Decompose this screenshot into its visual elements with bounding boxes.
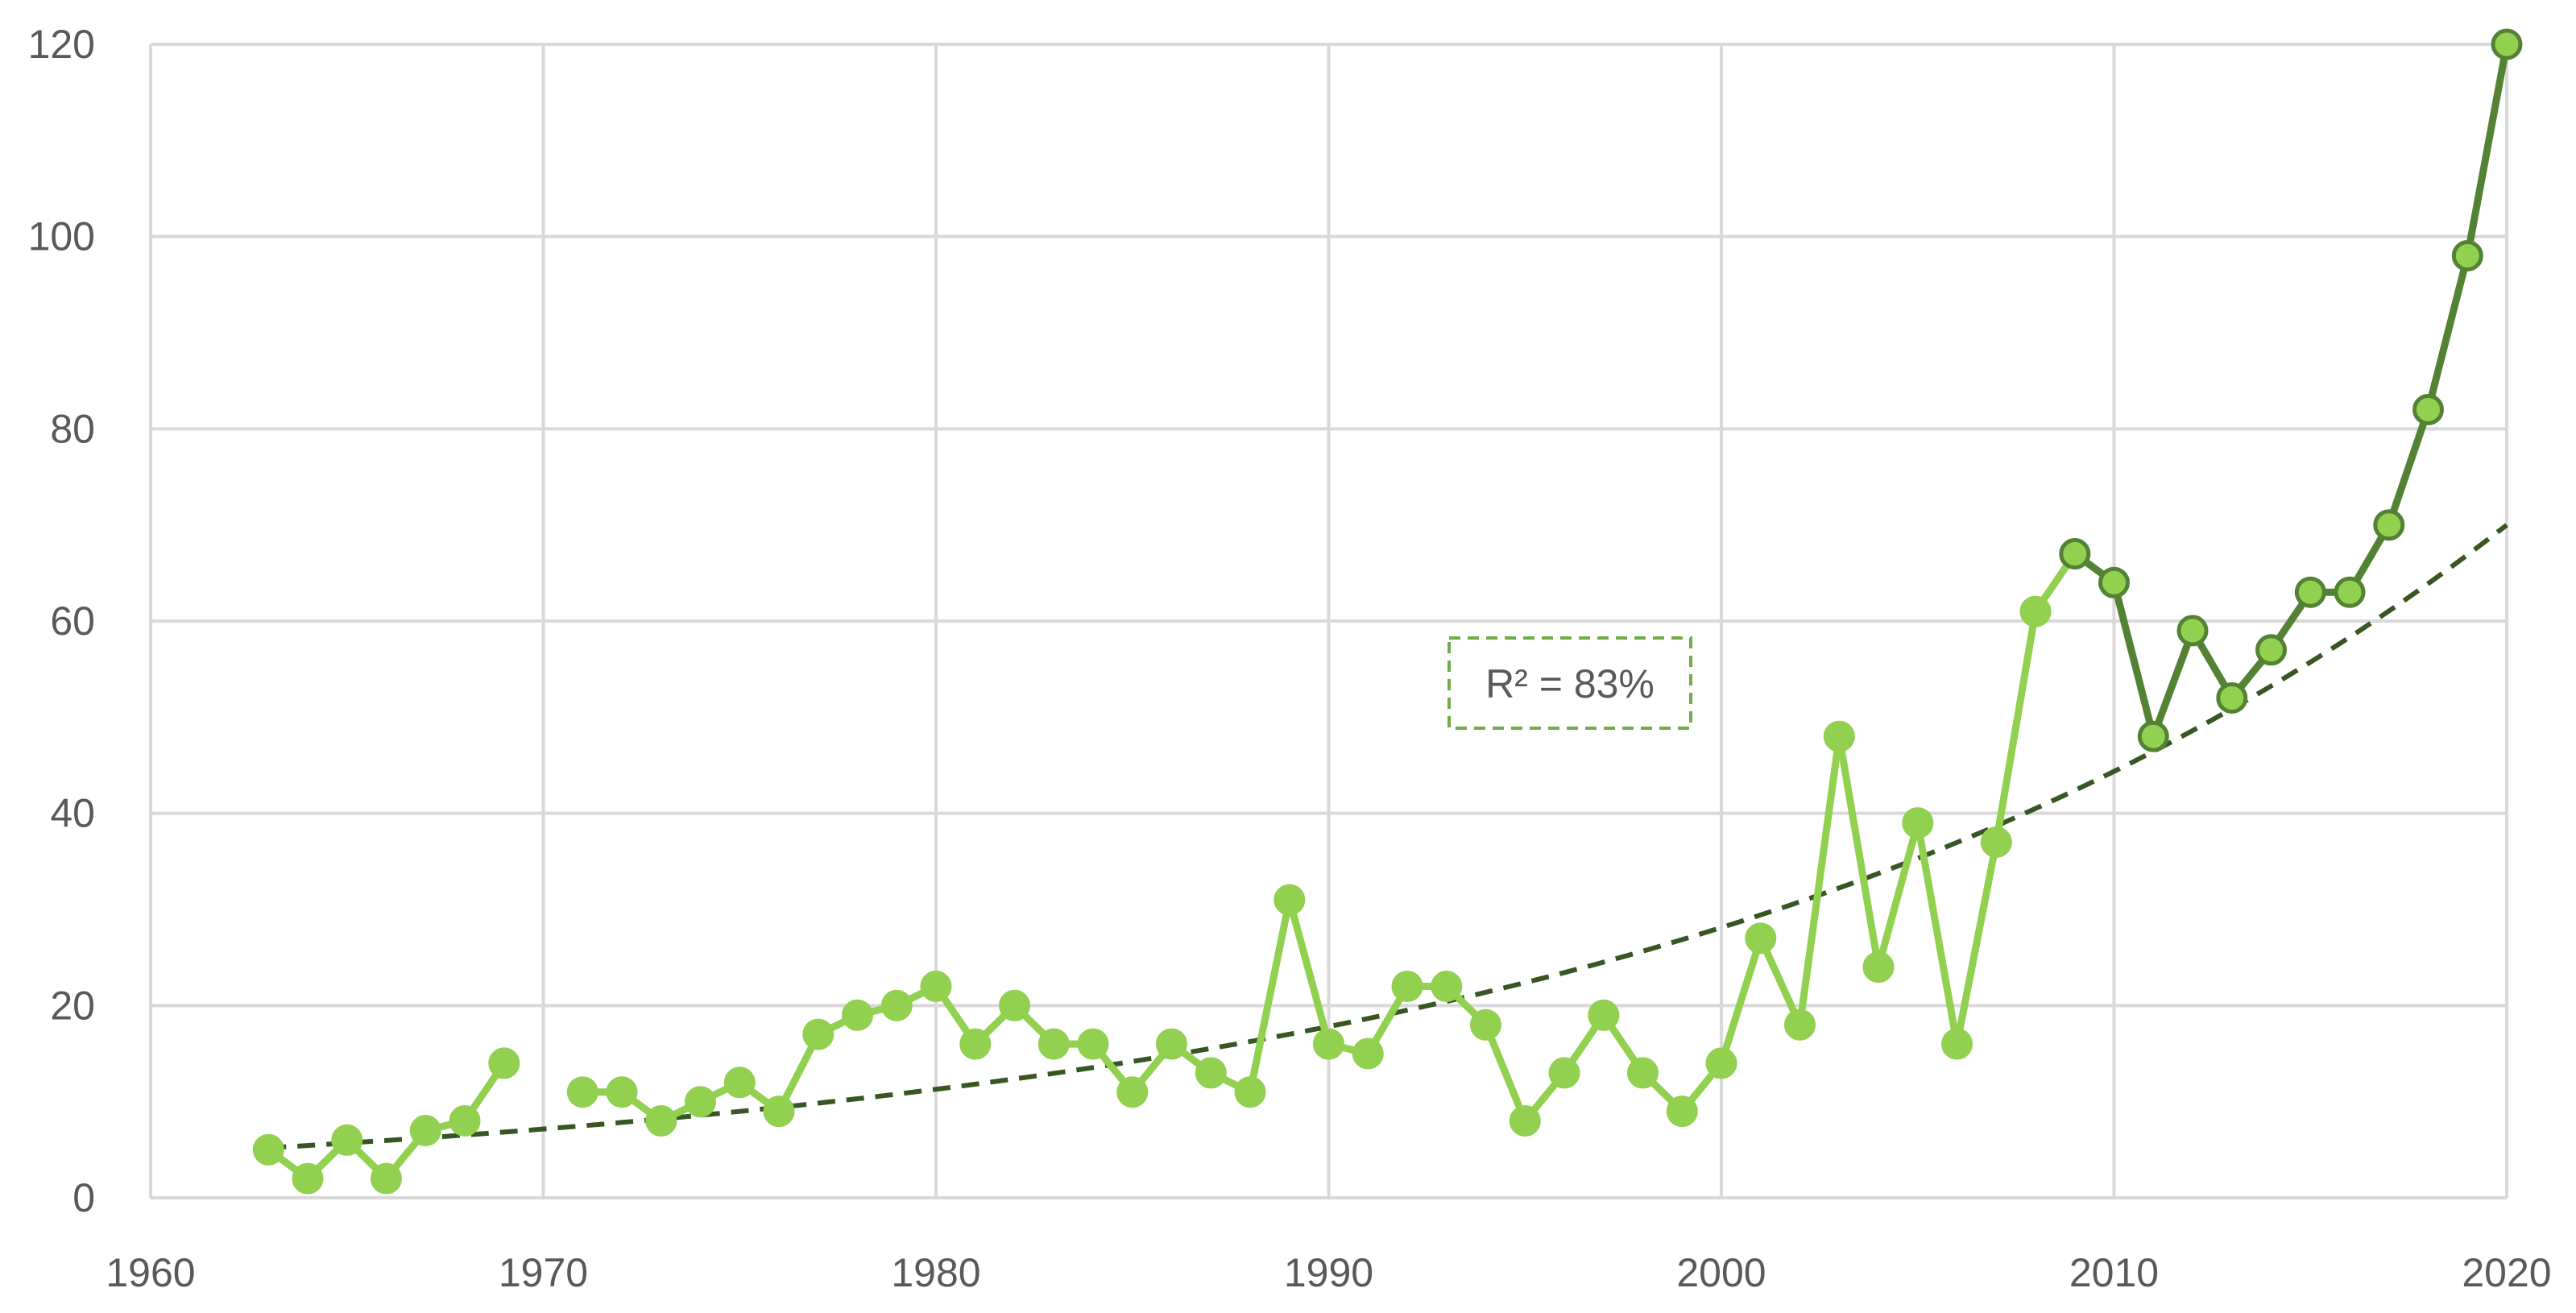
series-light-point [999, 989, 1030, 1021]
series-light-point [1116, 1076, 1149, 1108]
series-markers [252, 28, 2523, 1195]
series-light-point [1352, 1038, 1384, 1070]
series-light-point [1980, 826, 2012, 858]
y-tick-label: 100 [28, 214, 95, 259]
series-light-point [1588, 999, 1620, 1031]
trendline [268, 523, 2508, 1150]
y-tick-label: 20 [50, 983, 95, 1028]
series-light-point [1431, 971, 1463, 1002]
series-dark-point [2451, 240, 2483, 271]
series-light-point [1274, 884, 1306, 916]
series-light-point [1548, 1057, 1580, 1089]
series-dark-point [2098, 566, 2130, 599]
series-light-point [763, 1096, 795, 1128]
y-tick-label: 60 [50, 599, 95, 644]
series-light-point [1666, 1096, 1698, 1128]
series-light-point [409, 1115, 441, 1146]
series-light-point [880, 989, 913, 1021]
y-tick-label: 80 [50, 406, 95, 451]
series-dark-point [2373, 509, 2405, 541]
series-lines [264, 40, 2511, 1183]
series-dark-point [2176, 615, 2209, 647]
y-tick-label: 40 [50, 791, 95, 836]
series-light-point [1784, 1009, 1816, 1041]
series-dark-point [2216, 682, 2248, 714]
trendline-path [268, 523, 2508, 1150]
series-light-point [1313, 1028, 1344, 1060]
r-squared-box [1447, 636, 1692, 730]
series-light-point [252, 1133, 284, 1166]
series-light-point [1156, 1028, 1187, 1060]
x-tick-label: 1980 [891, 1250, 980, 1295]
series-light-point [566, 1076, 598, 1108]
series-light-point [920, 971, 952, 1002]
series-light-point [1627, 1057, 1659, 1089]
series-light-point [449, 1105, 481, 1137]
series-light-point [645, 1105, 677, 1137]
series-dark-point [2491, 28, 2523, 60]
x-axis-ticks: 1960 1970 1980 1990 2000 2010 2020 [106, 1250, 2551, 1295]
series-light-point [371, 1162, 402, 1195]
x-tick-label: 1970 [499, 1250, 588, 1295]
series-light-point [292, 1162, 324, 1195]
series-light-point [1037, 1028, 1070, 1060]
series-light-point [1195, 1057, 1227, 1089]
y-tick-label: 0 [72, 1175, 95, 1220]
series-light-point [1902, 807, 1934, 839]
r-squared-label: R² = 83% [1485, 661, 1655, 706]
series-light-point [1862, 951, 1895, 984]
series-light-point [685, 1086, 716, 1118]
series-light-point [1705, 1047, 1737, 1079]
series-light-point [331, 1124, 363, 1156]
series-light-point [802, 1018, 835, 1050]
series-light-point [1745, 922, 1777, 955]
series-light-point [723, 1067, 756, 1099]
series-dark-point [2294, 576, 2326, 608]
series-light-point [959, 1028, 992, 1060]
x-tick-label: 1960 [106, 1250, 195, 1295]
series-dark-point [2334, 576, 2366, 608]
series-dark-point [2412, 394, 2444, 425]
series-dark-point [2137, 720, 2169, 752]
series-light-point [2019, 595, 2052, 628]
series-light-point [1470, 1009, 1501, 1041]
y-axis-ticks: 0 20 40 60 80 100 120 [28, 22, 95, 1220]
series-light-point [1509, 1105, 1541, 1137]
x-tick-label: 2010 [2069, 1250, 2159, 1295]
series-light-point [488, 1047, 520, 1079]
series-dark-line [2071, 40, 2511, 740]
series-light-point [1391, 971, 1423, 1002]
y-tick-label: 120 [28, 22, 95, 67]
x-tick-label: 2000 [1676, 1250, 1766, 1295]
x-tick-label: 1990 [1284, 1250, 1373, 1295]
series-light-point [842, 999, 873, 1031]
series-light-point [1941, 1028, 1973, 1060]
series-light-point [606, 1076, 638, 1108]
series-light-point [1077, 1028, 1109, 1060]
x-tick-label: 2020 [2462, 1250, 2551, 1295]
series-light-point [1823, 720, 1855, 752]
series-light-point [1234, 1076, 1266, 1108]
series-dark-point [2255, 634, 2287, 666]
r-squared-annotation: R² = 83% [1447, 636, 1692, 730]
gridlines [149, 43, 2508, 1199]
series-dark-point [2059, 538, 2091, 570]
